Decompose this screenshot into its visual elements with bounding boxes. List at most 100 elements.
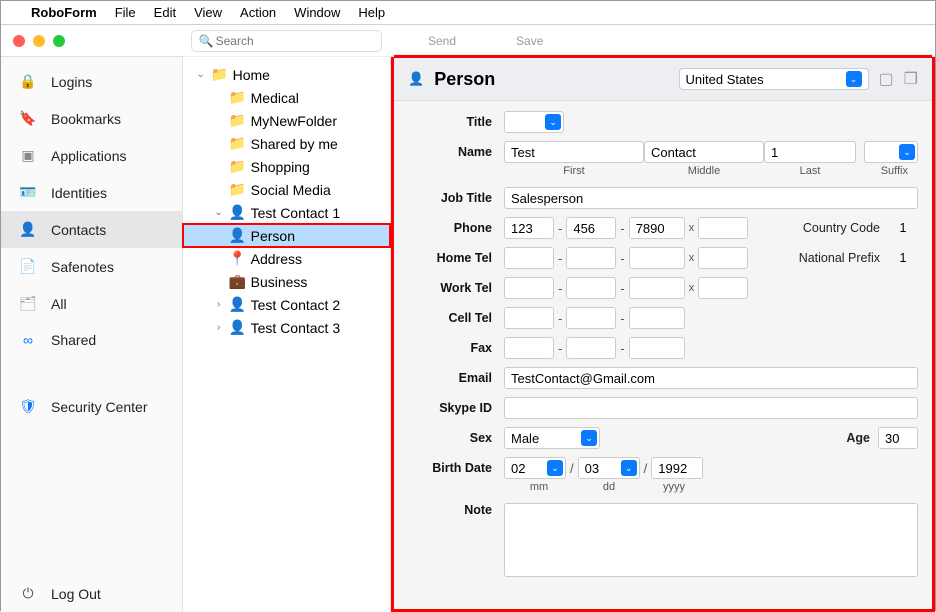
country-value: United States [686, 72, 764, 87]
phone-ext-input[interactable] [698, 217, 748, 239]
folder-icon: 🗂 [19, 295, 37, 312]
contact-icon: 👤 [229, 319, 247, 336]
age-input[interactable] [878, 427, 918, 449]
tree-contact-2[interactable]: › 👤 Test Contact 2 [183, 293, 390, 316]
tree-label: Person [251, 228, 295, 244]
close-button[interactable] [13, 35, 25, 47]
tree-contact-business[interactable]: 💼 Business [183, 270, 390, 293]
last-name-input[interactable] [764, 141, 856, 163]
menu-help[interactable]: Help [358, 5, 385, 20]
birth-mm-value: 02 [511, 461, 525, 476]
label-birth: Birth Date [408, 461, 492, 475]
tree-label: Home [233, 67, 270, 83]
fax-2-input[interactable] [566, 337, 616, 359]
sidebar-item-bookmarks[interactable]: 🔖 Bookmarks [1, 100, 182, 137]
tree-contact-person[interactable]: 👤 Person [183, 224, 390, 247]
sidebar-item-label: Contacts [51, 222, 106, 238]
menu-window[interactable]: Window [294, 5, 340, 20]
sidebar-item-contacts[interactable]: 👤 Contacts [1, 211, 182, 248]
phone-3-input[interactable] [629, 217, 685, 239]
tablet-icon[interactable]: ▢ [879, 69, 894, 89]
cell-1-input[interactable] [504, 307, 554, 329]
sidebar-item-label: Bookmarks [51, 111, 121, 127]
menu-edit[interactable]: Edit [154, 5, 176, 20]
app-menu[interactable]: RoboForm [31, 5, 97, 20]
phone-2-input[interactable] [566, 217, 616, 239]
birth-yyyy-input[interactable] [651, 457, 703, 479]
tree-folder[interactable]: 📁MyNewFolder [183, 109, 390, 132]
tree-contact-3[interactable]: › 👤 Test Contact 3 [183, 316, 390, 339]
folder-icon: 📁 [229, 181, 247, 198]
sidebar-item-label: Log Out [51, 586, 101, 602]
chevron-right-icon: › [213, 322, 225, 333]
tree-folder[interactable]: 📁Shopping [183, 155, 390, 178]
home-3-input[interactable] [629, 247, 685, 269]
home-2-input[interactable] [566, 247, 616, 269]
label-title: Title [408, 115, 492, 129]
sidebar-item-applications[interactable]: ▣ Applications [1, 137, 182, 174]
job-title-input[interactable] [504, 187, 918, 209]
cell-3-input[interactable] [629, 307, 685, 329]
country-select[interactable]: United States ⌄ [679, 68, 869, 90]
tree-contact-1[interactable]: ⌄ 👤 Test Contact 1 [183, 201, 390, 224]
zoom-button[interactable] [53, 35, 65, 47]
tree-folder[interactable]: 📁Shared by me [183, 132, 390, 155]
window-icon: ▣ [19, 147, 37, 164]
sublabel-first: First [504, 165, 644, 177]
save-button[interactable]: Save [516, 34, 543, 48]
chevron-down-icon: ⌄ [621, 460, 637, 476]
work-ext-input[interactable] [698, 277, 748, 299]
sidebar-item-label: All [51, 296, 67, 312]
label-age: Age [846, 431, 870, 445]
cell-2-input[interactable] [566, 307, 616, 329]
email-input[interactable] [504, 367, 918, 389]
sidebar-item-logout[interactable]: ⏻ Log Out [1, 575, 182, 612]
sublabel-yyyy: yyyy [644, 481, 704, 493]
sublabel-middle: Middle [644, 165, 764, 177]
tree-label: Shopping [251, 159, 310, 175]
tree-label: Business [251, 274, 308, 290]
work-1-input[interactable] [504, 277, 554, 299]
birth-mm-select[interactable]: 02 ⌄ [504, 457, 566, 479]
copy-icon[interactable]: ❐ [904, 69, 918, 89]
share-icon: ∞ [19, 332, 37, 348]
search-input[interactable] [191, 30, 382, 52]
work-2-input[interactable] [566, 277, 616, 299]
menu-view[interactable]: View [194, 5, 222, 20]
sidebar-item-security-center[interactable]: 🛡 Security Center [1, 388, 182, 425]
home-1-input[interactable] [504, 247, 554, 269]
tree-folder[interactable]: 📁Social Media [183, 178, 390, 201]
tree-folder[interactable]: 📁Medical [183, 86, 390, 109]
sidebar-item-logins[interactable]: 🔒 Logins [1, 63, 182, 100]
first-name-input[interactable] [504, 141, 644, 163]
skype-input[interactable] [504, 397, 918, 419]
fax-1-input[interactable] [504, 337, 554, 359]
tree: ⌄ 📁 Home 📁Medical 📁MyNewFolder 📁Shared b… [183, 57, 390, 345]
menu-action[interactable]: Action [240, 5, 276, 20]
fax-3-input[interactable] [629, 337, 685, 359]
sidebar-item-identities[interactable]: 🪪 Identities [1, 174, 182, 211]
tree-home[interactable]: ⌄ 📁 Home [183, 63, 390, 86]
sex-select[interactable]: Male ⌄ [504, 427, 600, 449]
send-button[interactable]: Send [428, 34, 456, 48]
note-textarea[interactable] [504, 503, 918, 577]
sidebar-item-safenotes[interactable]: 📄 Safenotes [1, 248, 182, 285]
tree-contact-address[interactable]: 📍 Address [183, 247, 390, 270]
middle-name-input[interactable] [644, 141, 764, 163]
home-ext-input[interactable] [698, 247, 748, 269]
sidebar-item-shared[interactable]: ∞ Shared [1, 322, 182, 358]
chevron-down-icon: ⌄ [213, 207, 225, 218]
detail-title: Person [434, 69, 495, 90]
phone-1-input[interactable] [504, 217, 554, 239]
bookmark-icon: 🔖 [19, 110, 37, 127]
work-3-input[interactable] [629, 277, 685, 299]
sidebar-item-all[interactable]: 🗂 All [1, 285, 182, 322]
menu-file[interactable]: File [115, 5, 136, 20]
suffix-select[interactable]: ⌄ [864, 141, 918, 163]
birth-dd-select[interactable]: 03 ⌄ [578, 457, 640, 479]
briefcase-icon: 💼 [229, 273, 247, 290]
folder-icon: 📁 [229, 112, 247, 129]
title-select[interactable]: ⌄ [504, 111, 564, 133]
chevron-down-icon: ⌄ [547, 460, 563, 476]
minimize-button[interactable] [33, 35, 45, 47]
